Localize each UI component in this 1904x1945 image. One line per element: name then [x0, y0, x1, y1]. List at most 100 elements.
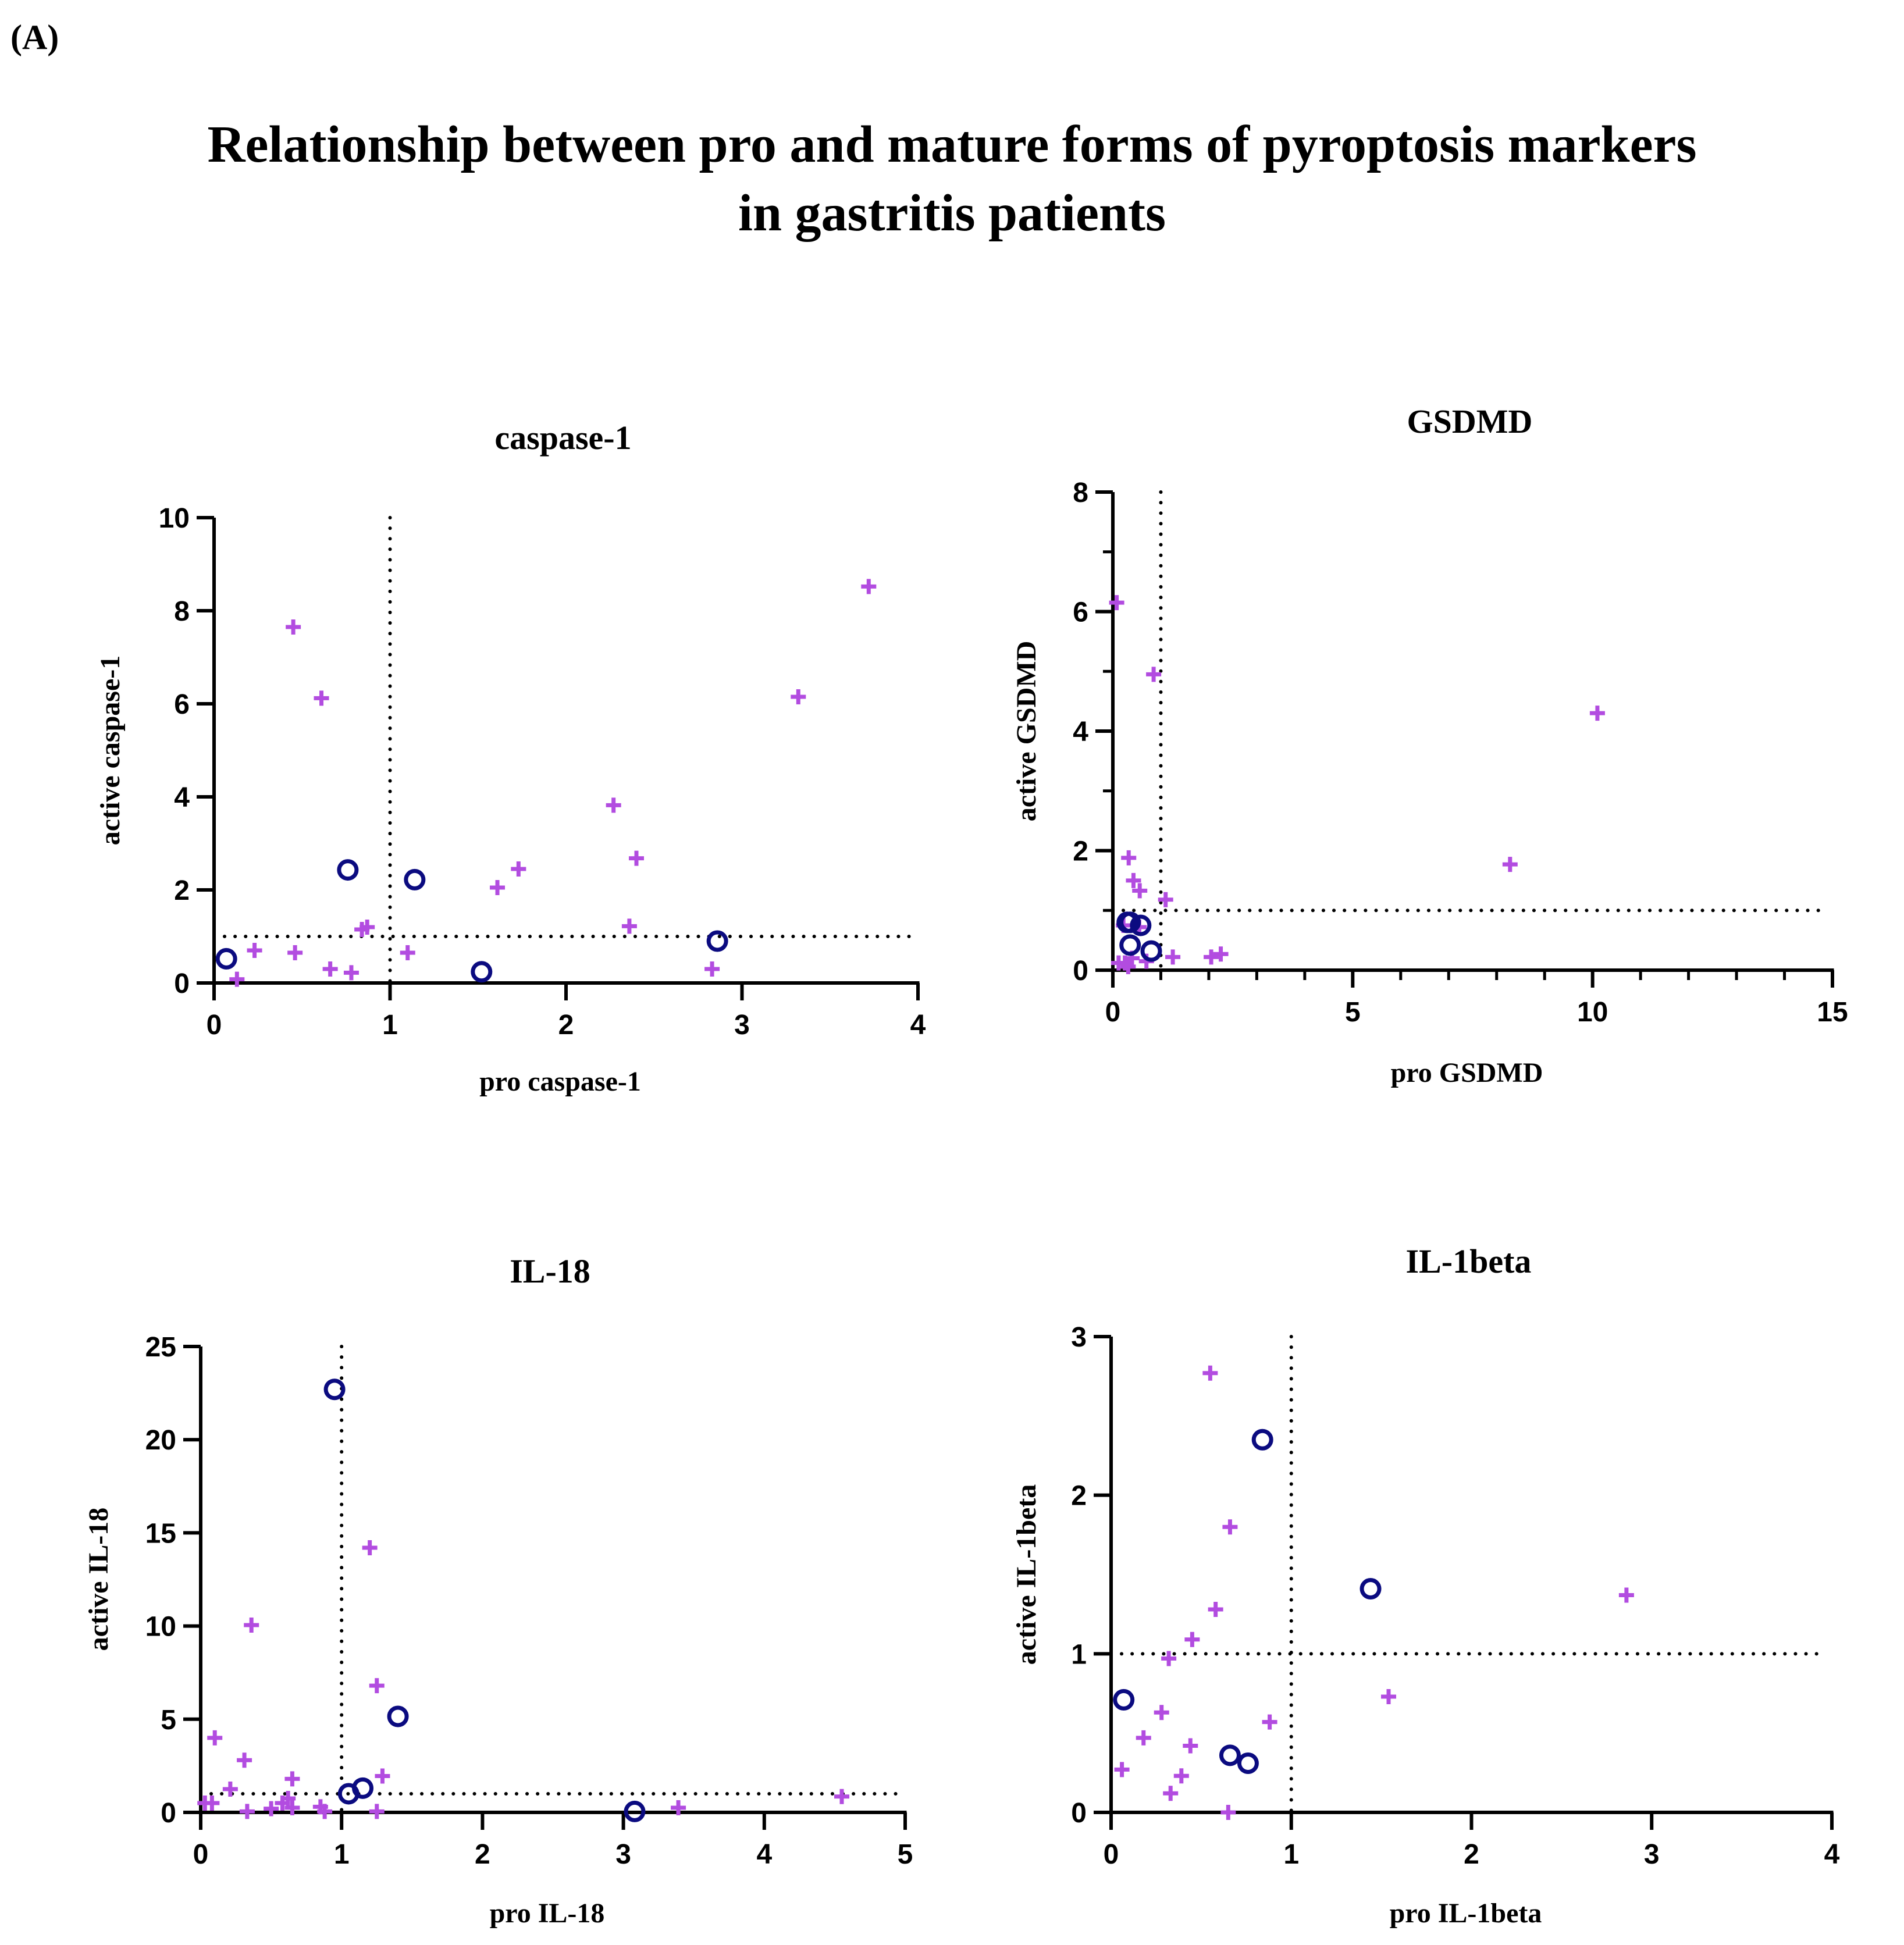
data-point-cross: [239, 1804, 255, 1819]
figure-title-line-2: in gastritis patients: [738, 184, 1166, 242]
data-point-cross: [1146, 667, 1162, 682]
data-point-cross: [314, 690, 329, 706]
x-tick-label: 2: [1464, 1839, 1479, 1870]
y-tick-label: 6: [1073, 597, 1088, 628]
data-point-cross: [287, 945, 303, 960]
subplot-2: GSDMD 0 5 10 15 0 2 4 6 8 pro GSDMD active GSDMD: [1011, 402, 1848, 1088]
x-tick-label: 1: [334, 1839, 350, 1870]
data-point-cross: [1183, 1738, 1198, 1754]
data-point-circle: [1119, 911, 1141, 934]
data-point-cross: [369, 1804, 385, 1819]
x-tick-label: 0: [207, 1010, 222, 1041]
data-point-circle: [404, 868, 426, 890]
subplot-title: IL-18: [510, 1252, 590, 1290]
data-point-cross: [375, 1768, 390, 1784]
data-point-cross: [1154, 1705, 1169, 1720]
data-point-cross: [1132, 883, 1148, 899]
y-axis-label: active IL-1beta: [1011, 1484, 1042, 1665]
data-point-cross: [621, 918, 637, 934]
x-tick-label: 0: [193, 1839, 209, 1870]
data-point-cross: [284, 1800, 300, 1815]
data-point-cross: [1184, 1631, 1200, 1647]
data-point-cross: [1381, 1688, 1397, 1704]
data-point-cross: [671, 1800, 686, 1815]
x-tick-label: 0: [1105, 997, 1121, 1028]
subplot-title: caspase-1: [494, 419, 631, 457]
data-point-cross: [237, 1752, 252, 1768]
figure-title-line-1: Relationship between pro and mature form…: [207, 116, 1697, 173]
data-point-cross: [1220, 1805, 1236, 1820]
y-tick-label: 2: [1071, 1481, 1087, 1512]
data-point-circle: [624, 1800, 646, 1822]
data-point-cross: [343, 965, 359, 981]
x-tick-label: 4: [1824, 1839, 1840, 1870]
data-point-cross: [1165, 949, 1181, 965]
data-point-cross: [244, 1618, 259, 1633]
data-point-circle: [1113, 1688, 1135, 1711]
subplot-1: caspase-1 0 1 2 3 4 0 2 4 6 8 10 pro caspase-1 active…: [95, 419, 926, 1097]
y-tick-label: 0: [174, 968, 190, 999]
y-tick-label: 8: [174, 596, 190, 627]
x-tick-label: 4: [756, 1839, 772, 1870]
y-tick-label: 3: [1071, 1322, 1087, 1353]
data-point-cross: [1173, 1768, 1189, 1784]
data-point-cross: [1163, 1786, 1179, 1801]
data-point-cross: [222, 1781, 238, 1797]
data-point-cross: [360, 920, 375, 935]
data-point-circle: [706, 930, 728, 952]
data-point-cross: [1262, 1714, 1277, 1730]
y-tick-label: 4: [174, 782, 190, 813]
data-point-cross: [247, 943, 262, 958]
data-point-cross: [1109, 595, 1124, 611]
x-tick-label: 3: [1644, 1839, 1660, 1870]
data-point-circle: [1130, 914, 1152, 936]
subplot-title: IL-1beta: [1406, 1242, 1532, 1280]
data-point-circle: [1251, 1429, 1273, 1451]
data-point-cross: [1618, 1587, 1634, 1603]
subplot-title: GSDMD: [1407, 402, 1533, 440]
data-point-circle: [387, 1705, 409, 1727]
y-tick-label: 2: [1073, 836, 1088, 867]
y-tick-label: 1: [1071, 1639, 1087, 1670]
data-point-cross: [861, 579, 877, 594]
subplot-3: IL-18 0 1 2 3 4 5 0 5 10 15 20 25 pro IL-18 active IL-…: [83, 1252, 913, 1929]
y-axis-label: active GSDMD: [1011, 641, 1042, 822]
x-tick-label: 3: [734, 1010, 750, 1041]
data-point-cross: [1158, 892, 1173, 907]
data-point-cross: [400, 945, 415, 960]
data-point-cross: [1120, 959, 1136, 974]
figure-title: Relationship between pro and mature form…: [0, 111, 1904, 248]
y-tick-label: 10: [159, 503, 190, 534]
data-point-circle: [1119, 934, 1141, 956]
data-point-cross: [280, 1790, 296, 1806]
data-point-cross: [1502, 857, 1518, 872]
data-point-cross: [606, 797, 621, 813]
x-tick-label: 5: [1345, 997, 1361, 1028]
data-point-circle: [323, 1378, 346, 1401]
y-tick-label: 8: [1073, 478, 1088, 508]
data-point-cross: [362, 1540, 378, 1556]
x-tick-label: 10: [1577, 997, 1608, 1028]
data-point-cross: [369, 1678, 385, 1694]
y-tick-label: 15: [145, 1518, 176, 1549]
x-tick-label: 4: [910, 1010, 926, 1041]
data-point-cross: [1589, 706, 1605, 721]
x-tick-label: 3: [615, 1839, 631, 1870]
data-point-cross: [1126, 872, 1141, 888]
data-point-cross: [490, 880, 506, 895]
y-tick-label: 0: [161, 1798, 176, 1829]
data-point-cross: [834, 1789, 850, 1804]
data-point-circle: [1237, 1752, 1259, 1774]
subplot-4: IL-1beta 0 1 2 3 4 0 1 2 3 pro IL-1beta active IL-1…: [1011, 1242, 1840, 1929]
data-point-circle: [1140, 940, 1162, 962]
x-axis-label: pro caspase-1: [479, 1066, 641, 1097]
data-point-cross: [317, 1804, 333, 1819]
data-point-cross: [1114, 1762, 1130, 1777]
y-axis-label: active IL-18: [83, 1508, 114, 1651]
data-point-cross: [1222, 1519, 1238, 1535]
data-point-circle: [1360, 1578, 1382, 1600]
data-point-circle: [471, 961, 493, 983]
data-point-cross: [1136, 1730, 1151, 1745]
